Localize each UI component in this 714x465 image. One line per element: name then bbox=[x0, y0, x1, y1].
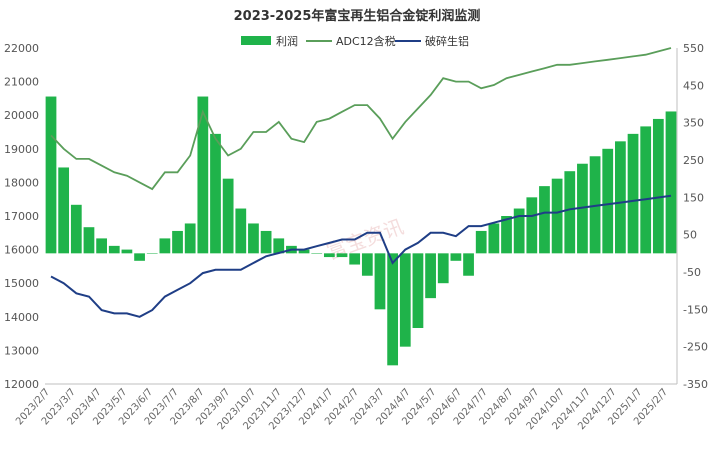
profit-bar bbox=[146, 253, 158, 254]
profit-bar bbox=[197, 96, 209, 254]
profit-bar bbox=[58, 167, 70, 254]
profit-bar bbox=[273, 238, 285, 254]
profit-bar bbox=[501, 216, 512, 254]
profit-bar bbox=[526, 197, 538, 254]
profit-bar bbox=[425, 253, 436, 299]
profit-bar bbox=[627, 133, 639, 254]
y-right-tick-label: -150 bbox=[683, 303, 708, 316]
legend-label-adc12: ADC12含税 bbox=[336, 34, 396, 48]
y-left-tick-label: 21000 bbox=[4, 76, 39, 89]
scrap-aluminum-line bbox=[50, 194, 672, 318]
y-right-tick-label: -50 bbox=[683, 266, 701, 279]
y-left-tick-label: 17000 bbox=[4, 210, 39, 223]
y-right-tick-label: 50 bbox=[683, 229, 697, 242]
profit-bar bbox=[399, 253, 411, 347]
profit-bar bbox=[235, 208, 247, 254]
y-left-tick-label: 14000 bbox=[4, 311, 39, 324]
y-left-tick-label: 12000 bbox=[4, 378, 39, 391]
y-left-tick-label: 22000 bbox=[4, 42, 39, 55]
profit-bar bbox=[96, 238, 107, 254]
y-right-tick-label: 450 bbox=[683, 79, 704, 92]
y-left-tick-label: 16000 bbox=[4, 244, 39, 257]
profit-bar bbox=[311, 253, 323, 254]
profit-bar bbox=[336, 253, 348, 258]
profit-bar bbox=[564, 171, 576, 254]
profit-bar bbox=[513, 208, 525, 254]
adc12-line bbox=[50, 47, 672, 191]
y-left-tick-label: 13000 bbox=[4, 344, 39, 357]
legend-label-scrap: 破碎生铝 bbox=[425, 34, 469, 48]
y-right-tick-label: -250 bbox=[683, 341, 708, 354]
profit-bar bbox=[222, 178, 234, 254]
profit-bar bbox=[652, 118, 664, 254]
profit-bar bbox=[361, 253, 373, 276]
y-right-tick-label: 250 bbox=[683, 154, 704, 167]
profit-bar bbox=[210, 133, 221, 254]
profit-bar bbox=[475, 230, 487, 254]
profit-bar bbox=[45, 96, 57, 254]
profit-bar bbox=[248, 223, 259, 254]
legend-swatch-profit bbox=[241, 36, 271, 45]
profit-bar bbox=[172, 230, 183, 254]
y-right-tick-label: -350 bbox=[683, 378, 708, 391]
profit-bar bbox=[589, 156, 601, 254]
y-left-tick-label: 20000 bbox=[4, 109, 39, 122]
y-left-tick-label: 18000 bbox=[4, 176, 39, 189]
profit-bar bbox=[640, 126, 652, 254]
profit-bar bbox=[437, 253, 449, 284]
profit-bar bbox=[488, 223, 500, 254]
profit-bar bbox=[602, 148, 614, 254]
profit-bar bbox=[121, 249, 133, 254]
chart-title: 2023-2025年富宝再生铝合金锭利润监测 bbox=[234, 8, 481, 24]
profit-bar bbox=[159, 238, 171, 254]
profit-bar bbox=[374, 253, 386, 310]
profit-bar bbox=[463, 253, 474, 276]
profit-bar bbox=[323, 253, 335, 258]
y-left-tick-label: 15000 bbox=[4, 277, 39, 290]
profit-bar bbox=[665, 111, 677, 254]
profit-bar bbox=[70, 204, 82, 254]
y-right-tick-label: 150 bbox=[683, 191, 704, 204]
profit-bar bbox=[134, 253, 145, 261]
profit-bar bbox=[387, 253, 399, 366]
profit-bar bbox=[298, 249, 310, 254]
profit-bar bbox=[349, 253, 361, 265]
y-right-tick-label: 350 bbox=[683, 117, 704, 130]
profit-bar bbox=[450, 253, 462, 261]
profit-bar bbox=[108, 245, 120, 254]
legend-label-profit: 利润 bbox=[276, 34, 298, 48]
profit-bar bbox=[551, 178, 563, 254]
profit-bar bbox=[83, 227, 95, 254]
y-left-tick-label: 19000 bbox=[4, 143, 39, 156]
profit-bar bbox=[184, 223, 196, 254]
profit-bar bbox=[539, 186, 550, 254]
y-right-tick-label: 550 bbox=[683, 42, 704, 55]
profit-bar bbox=[615, 141, 626, 254]
profit-bar bbox=[412, 253, 424, 328]
profit-bar bbox=[260, 230, 272, 254]
